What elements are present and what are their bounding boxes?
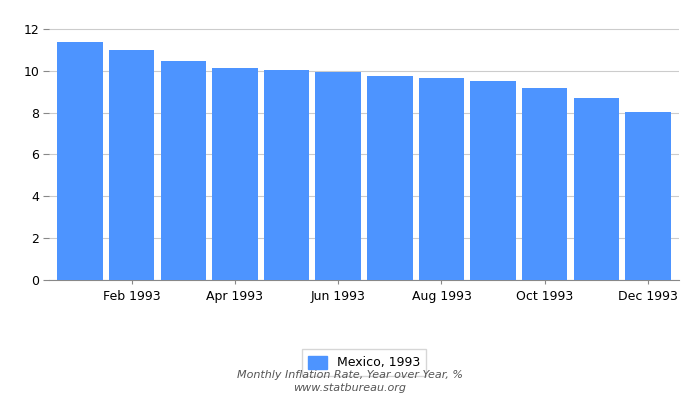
Bar — [57, 42, 103, 280]
Bar — [470, 81, 516, 280]
Text: www.statbureau.org: www.statbureau.org — [293, 383, 407, 393]
Bar — [574, 98, 619, 280]
Bar — [625, 112, 671, 280]
Bar — [522, 88, 568, 280]
Legend: Mexico, 1993: Mexico, 1993 — [302, 350, 426, 376]
Bar — [367, 76, 412, 280]
Bar — [109, 50, 154, 280]
Bar — [316, 72, 361, 280]
Bar — [419, 78, 464, 280]
Bar — [212, 68, 258, 280]
Bar — [264, 70, 309, 280]
Text: Monthly Inflation Rate, Year over Year, %: Monthly Inflation Rate, Year over Year, … — [237, 370, 463, 380]
Bar — [160, 61, 206, 280]
